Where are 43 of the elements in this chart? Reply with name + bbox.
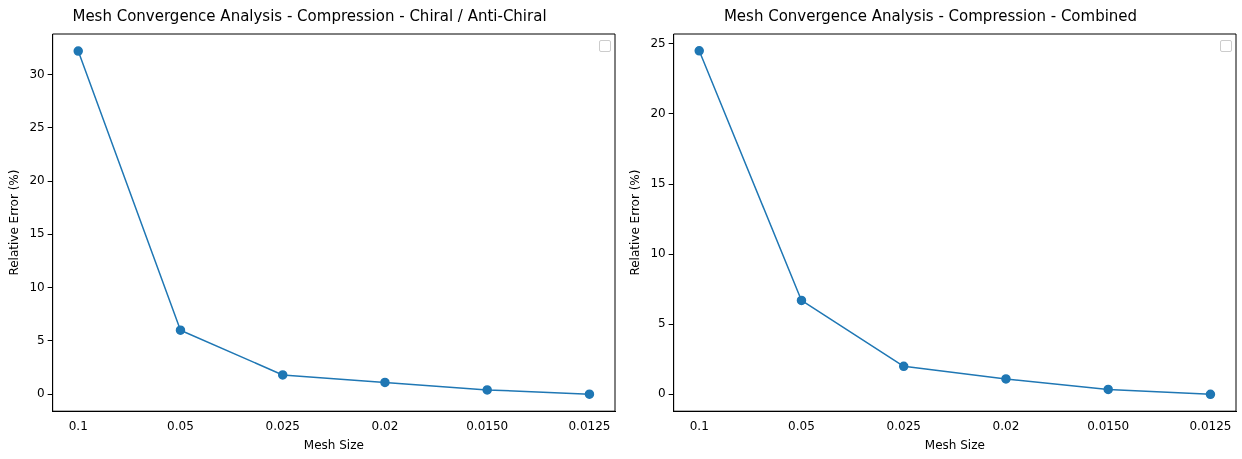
y-tick-label: 0	[37, 386, 45, 401]
x-tick-label: 0.025	[886, 418, 921, 433]
y-tick-label: 20	[29, 173, 45, 188]
point	[796, 295, 807, 306]
y-tick-label: 25	[29, 119, 45, 134]
chart-title: Mesh Convergence Analysis - Compression - Chiral / Anti-Chiral	[72, 6, 547, 25]
y-tick-label: 15	[650, 176, 666, 191]
y-tick-label: 25	[650, 35, 666, 50]
y-tick-label: 20	[650, 106, 666, 121]
point	[482, 385, 492, 395]
y-axis-title: Relative Error (%)	[628, 169, 643, 276]
x-axis-title: Mesh Size	[303, 437, 364, 452]
x-tick-label: 0.02	[371, 418, 399, 433]
x-tick-label: 0.025	[265, 418, 300, 433]
y-tick-label: 10	[29, 279, 45, 294]
chart-title: Mesh Convergence Analysis - Compression - Combined	[723, 6, 1138, 25]
point	[898, 361, 909, 372]
x-tick-label: 0.0125	[1189, 418, 1232, 433]
point	[380, 377, 390, 388]
y-tick-label: 5	[658, 316, 666, 331]
y-tick-label: 5	[37, 333, 45, 347]
point	[73, 46, 83, 56]
y-tick-label: 30	[29, 66, 45, 81]
point	[175, 325, 186, 335]
x-tick-label: 0.02	[992, 418, 1020, 433]
y-tick-label: 10	[650, 246, 666, 261]
point	[584, 389, 595, 399]
point	[1103, 384, 1113, 395]
y-axis-title: Relative Error (%)	[7, 169, 22, 276]
point	[277, 370, 288, 380]
x-tick-label: 0.1	[68, 418, 88, 433]
x-tick-label: 0.0150	[466, 418, 509, 433]
y-tick-label: 0	[658, 386, 666, 401]
point	[1205, 389, 1216, 400]
point	[694, 46, 704, 56]
x-tick-label: 0.05	[167, 418, 194, 433]
point	[1001, 374, 1011, 384]
x-tick-label: 0.1	[689, 418, 709, 433]
x-tick-label: 0.0125	[568, 418, 611, 433]
x-tick-label: 0.0150	[1087, 418, 1130, 433]
x-tick-label: 0.05	[788, 418, 815, 433]
x-axis-title: Mesh Size	[924, 437, 985, 452]
y-tick-label: 15	[29, 226, 45, 241]
